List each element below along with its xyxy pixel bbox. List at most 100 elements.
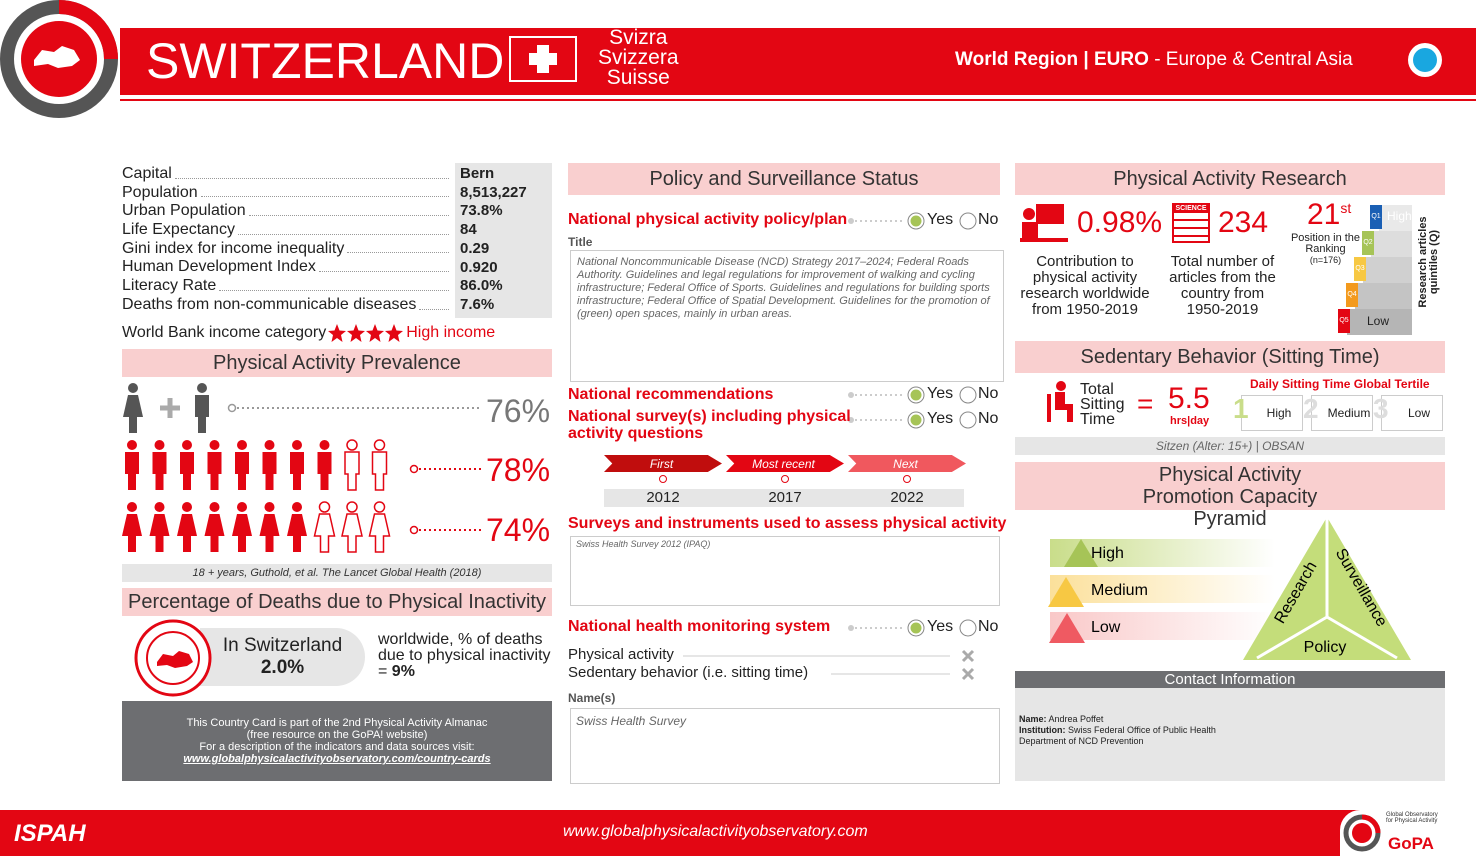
research-articles-text: Total number of articles from the countr… [1169,253,1276,318]
head [264,440,275,450]
head [237,440,247,450]
contact-institution: Institution: Swiss Federal Office of Pub… [1019,725,1259,747]
research-title: Physical Activity Research [1015,163,1445,195]
region: World Region | EURO - Europe & Central A… [955,49,1353,71]
fact-row: Literacy Rate [122,277,452,296]
facts-value-bg [455,163,552,318]
prevalence-value: 78% [486,452,551,488]
note-link: www.globalphysicalactivityobservatory.co… [183,753,491,765]
option-no: No [978,618,999,635]
deaths-title: Percentage of Deaths due to Physical Ina… [122,588,552,616]
part [366,324,385,342]
option-yes: Yes [927,385,954,402]
tertile-label: High [1266,406,1292,420]
plus [160,398,180,418]
level-band [1050,575,1275,603]
income-row: World Bank income category High income [122,324,495,342]
man-icon [207,440,222,490]
science-icon: SCIENCE [1172,203,1210,243]
man-icon [180,440,194,490]
timeline-year: 2017 [768,489,802,506]
gopa-icon [1343,814,1381,852]
prevalence-value: 74% [486,512,551,548]
prevalence-source: 18 + years, Guthold, et al. The Lancet G… [122,564,552,582]
contact-name-label: Name: [1019,714,1047,724]
research-share: 0.98% [1077,206,1163,239]
body [371,451,388,491]
region-dot [1413,48,1437,72]
body [207,452,222,490]
plan-label: National physical activity policy/plan [568,211,848,228]
part [385,324,404,342]
research-rank: 21st [1307,198,1351,232]
body [344,451,360,491]
leader-dot [848,392,854,398]
option-yes: Yes [927,618,954,635]
head [182,502,192,512]
radio-yes-fill [910,389,922,401]
quintile-tag: Q5 [1338,309,1350,333]
head [373,439,386,451]
sitting-unit: hrs|day [1170,415,1210,427]
head [209,502,220,512]
part [1036,204,1064,224]
man-icon [235,440,249,490]
timeline-arrow [848,455,966,472]
country-deaths: In Switzerland 2.0% [200,628,365,686]
fact-label: Literacy Rate [122,277,217,295]
body [123,395,143,433]
option-yes: Yes [927,410,954,427]
woman-icon [232,502,252,552]
head [127,502,137,512]
country-deaths-label: In Switzerland [222,635,343,656]
quintile-low: Low [1367,314,1390,328]
sitting-icon [1047,381,1073,422]
region-label: World Region | EURO [955,49,1149,70]
fact-label: Life Expectancy [122,221,235,239]
rank-number: 21 [1307,198,1341,231]
prevalence-figures [122,383,482,553]
fact-leader [219,277,449,291]
fact-row: Population [122,184,452,203]
level-icon [1049,613,1085,643]
researcher-icon [1020,204,1068,242]
part [1022,222,1038,240]
part [1020,238,1068,242]
instruments: Swiss Health Survey 2012 (IPAQ) [570,536,1000,606]
research-articles: 234 [1218,206,1269,239]
tertile-box [1381,395,1443,431]
body [125,452,139,490]
rank-label: Position in the Ranking [1290,232,1361,255]
fact-label: Population [122,183,198,201]
head [197,383,207,393]
fact-value: 86.0% [460,277,503,295]
head [237,502,247,512]
head [346,439,358,451]
man-icon [262,440,277,490]
tertile-number: 2 [1303,393,1319,424]
item-cross [961,649,975,663]
part [328,324,404,342]
header-rule [120,99,1476,101]
man-icon [152,440,167,490]
level-label: Medium [1091,582,1148,599]
head [373,501,386,513]
side-label: Policy [1304,639,1347,656]
man-icon [125,440,139,490]
rank-n: (n=176) [1309,255,1342,265]
note-line: For a description of the indicators and … [199,741,475,753]
science-icon-label: SCIENCE [1174,205,1208,212]
fact-label: Human Development Index [122,258,316,276]
fact-leader [248,202,449,217]
head [154,502,165,512]
part [1055,404,1073,410]
part [347,324,366,342]
gopa-logo: GoPA [1388,834,1434,853]
flag-cross [529,53,557,65]
income-stars [328,324,404,342]
fact-value: 7.6% [460,295,495,313]
timeline-arrow [604,455,722,472]
option-no: No [978,385,999,402]
radio-no [959,386,977,404]
